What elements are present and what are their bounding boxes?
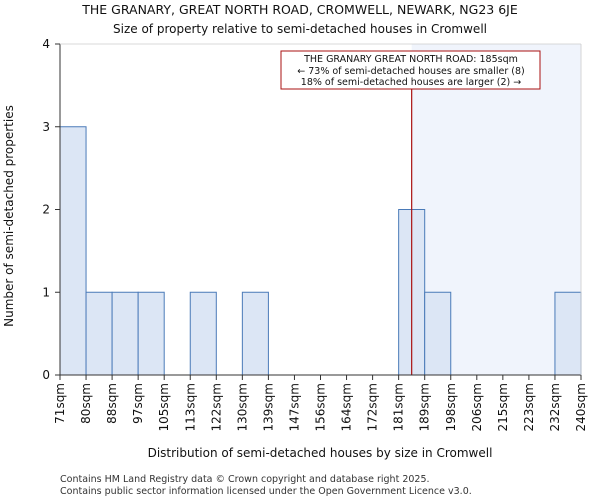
x-tick-label: 206sqm [470, 383, 484, 431]
bar-97sqm [137, 291, 165, 376]
x-tick-label: 105sqm [157, 383, 171, 431]
chart-subtitle: Size of property relative to semi-detach… [113, 22, 487, 36]
x-tick-label: 147sqm [287, 383, 301, 431]
y-tick-label: 3 [42, 120, 50, 134]
x-tick-label: 223sqm [522, 383, 536, 431]
x-tick-label: 156sqm [314, 383, 328, 431]
bar-113sqm [189, 291, 217, 376]
annotation-line-1: THE GRANARY GREAT NORTH ROAD: 185sqm [303, 54, 518, 65]
x-tick-label: 189sqm [418, 383, 432, 431]
x-tick-label: 80sqm [79, 383, 93, 424]
footer-line-2: Contains public sector information licen… [60, 486, 472, 497]
x-tick-label: 181sqm [392, 383, 406, 431]
x-tick-label: 232sqm [548, 383, 562, 431]
y-tick-label: 4 [42, 37, 50, 51]
footer-line-1: Contains HM Land Registry data © Crown c… [60, 474, 430, 485]
x-tick-label: 198sqm [444, 383, 458, 431]
x-tick-label: 164sqm [340, 383, 354, 431]
x-tick-label: 172sqm [366, 383, 380, 431]
annotation-box: THE GRANARY GREAT NORTH ROAD: 185sqm ← 7… [280, 50, 541, 90]
bar-189sqm [424, 291, 452, 376]
x-axis-label: Distribution of semi-detached houses by … [148, 446, 493, 460]
bar-88sqm [111, 291, 139, 376]
y-tick-label: 1 [42, 285, 50, 299]
annotation-line-2: ← 73% of semi-detached houses are smalle… [297, 66, 525, 77]
y-axis-label: Number of semi-detached properties [2, 105, 16, 327]
x-tick-label: 113sqm [183, 383, 197, 431]
x-tick-label: 88sqm [105, 383, 119, 424]
x-tick-label: 215sqm [496, 383, 510, 431]
bar-80sqm [85, 291, 113, 376]
bar-71sqm [59, 126, 87, 376]
x-tick-label: 130sqm [235, 383, 249, 431]
x-tick-label: 139sqm [261, 383, 275, 431]
x-tick-label: 122sqm [209, 383, 223, 431]
y-tick-label: 2 [42, 203, 50, 217]
annotation-border [280, 50, 541, 90]
x-tick-label: 71sqm [53, 383, 67, 424]
y-tick-label: 0 [42, 368, 50, 382]
bar-130sqm [241, 291, 269, 376]
annotation-line-3: 18% of semi-detached houses are larger (… [301, 77, 521, 88]
x-tick-label: 240sqm [574, 383, 588, 431]
x-tick-label: 97sqm [131, 383, 145, 424]
bar-232sqm [554, 291, 582, 376]
chart-title: THE GRANARY, GREAT NORTH ROAD, CROMWELL,… [81, 2, 518, 17]
